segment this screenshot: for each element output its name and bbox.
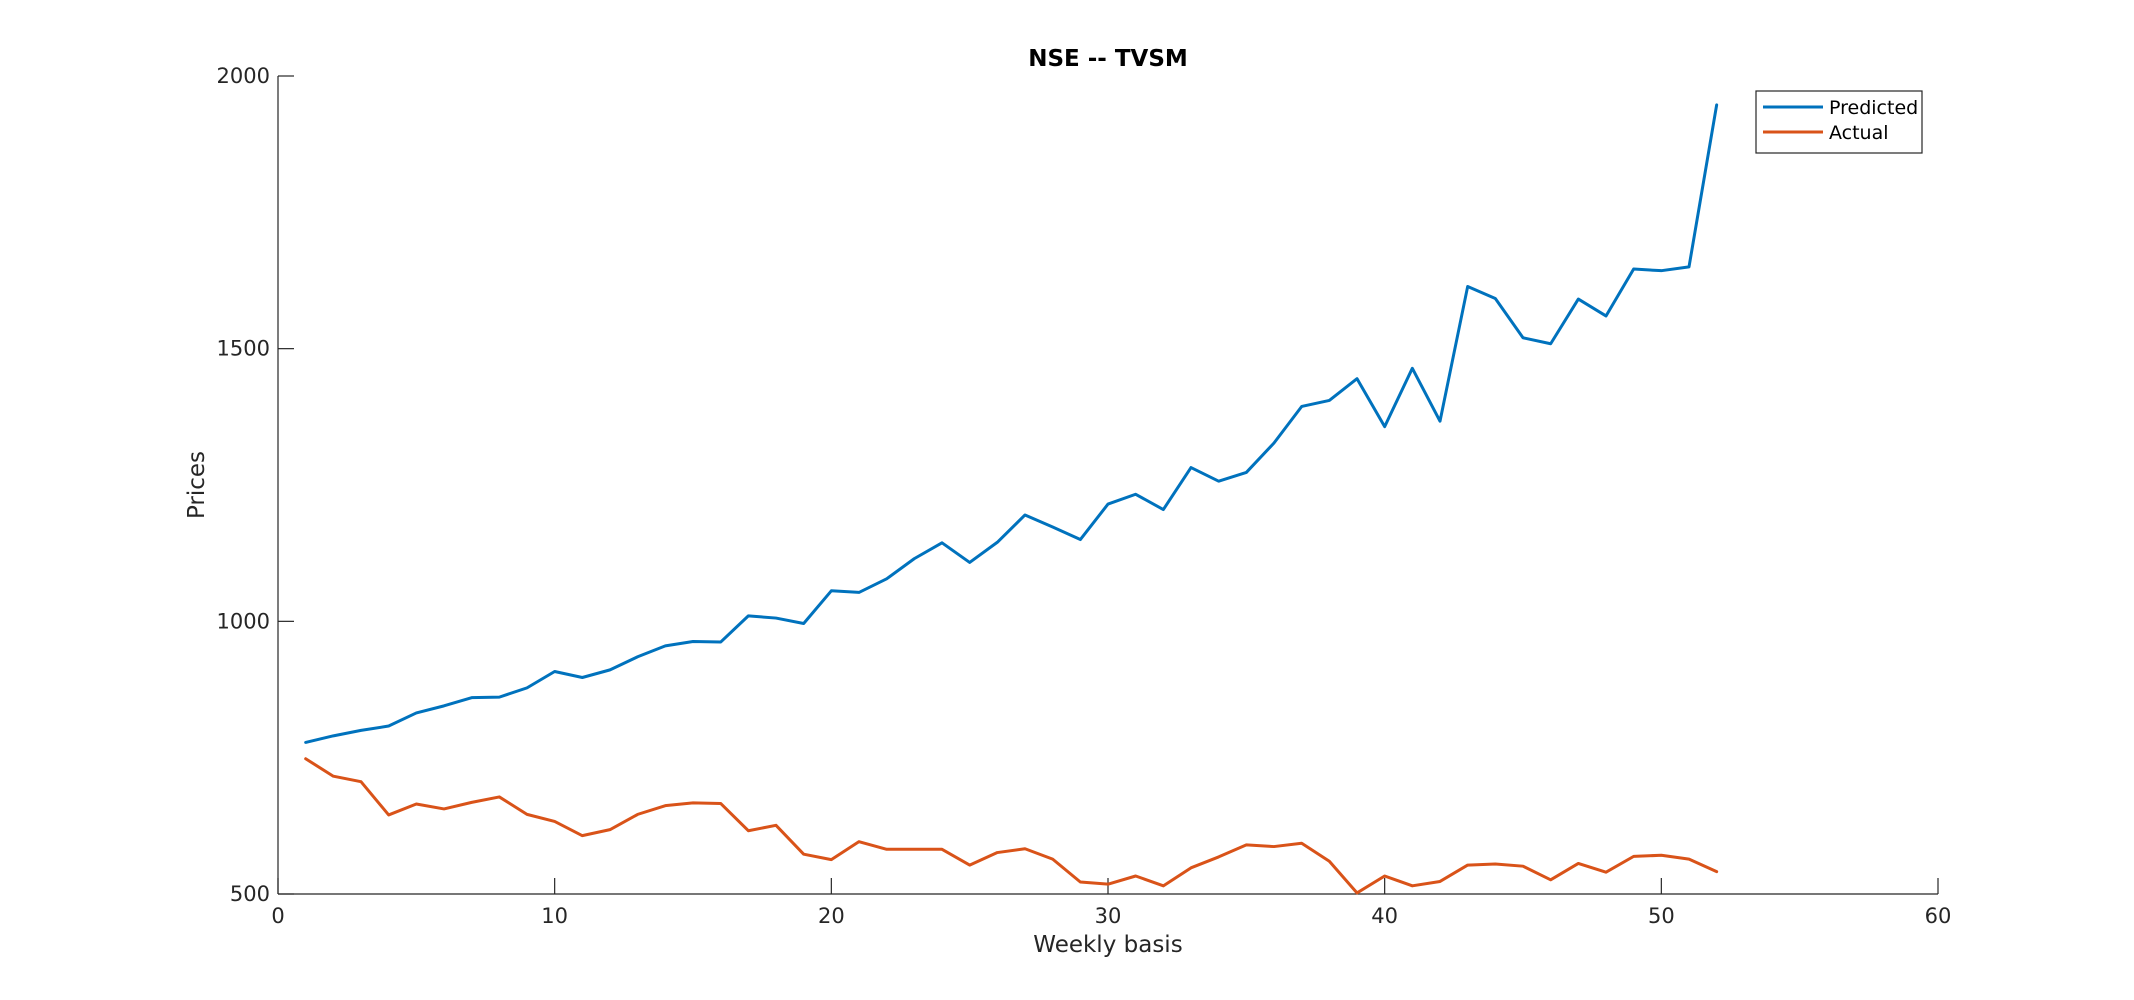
series-line-predicted <box>304 103 1719 744</box>
y-tick-label: 500 <box>230 882 270 906</box>
x-tick-label: 50 <box>1648 904 1675 928</box>
x-tick-label: 40 <box>1371 904 1398 928</box>
x-axis-ticks: 0 10 20 30 40 50 60 <box>271 878 1951 928</box>
legend-label-predicted: Predicted <box>1829 97 1918 119</box>
x-tick-label: 20 <box>818 904 845 928</box>
y-tick-label: 1000 <box>217 609 270 633</box>
legend-label-actual: Actual <box>1829 122 1889 144</box>
legend-box <box>1755 90 1923 154</box>
series-lines <box>304 103 1719 895</box>
axes <box>277 76 1938 895</box>
y-axis-ticks: 500 1000 1500 2000 <box>217 64 294 906</box>
legend: Predicted Actual <box>1755 90 1923 154</box>
chart-title: NSE -- TVSM <box>1028 46 1188 72</box>
x-axis-title: Weekly basis <box>1033 932 1182 958</box>
x-tick-label: 30 <box>1095 904 1122 928</box>
y-tick-label: 2000 <box>217 64 270 88</box>
y-tick-label: 1500 <box>217 337 270 361</box>
y-axis-title: Prices <box>184 451 210 519</box>
series-line-actual <box>304 757 1719 895</box>
x-tick-label: 60 <box>1925 904 1952 928</box>
x-tick-label: 10 <box>541 904 568 928</box>
x-tick-label: 0 <box>271 904 284 928</box>
